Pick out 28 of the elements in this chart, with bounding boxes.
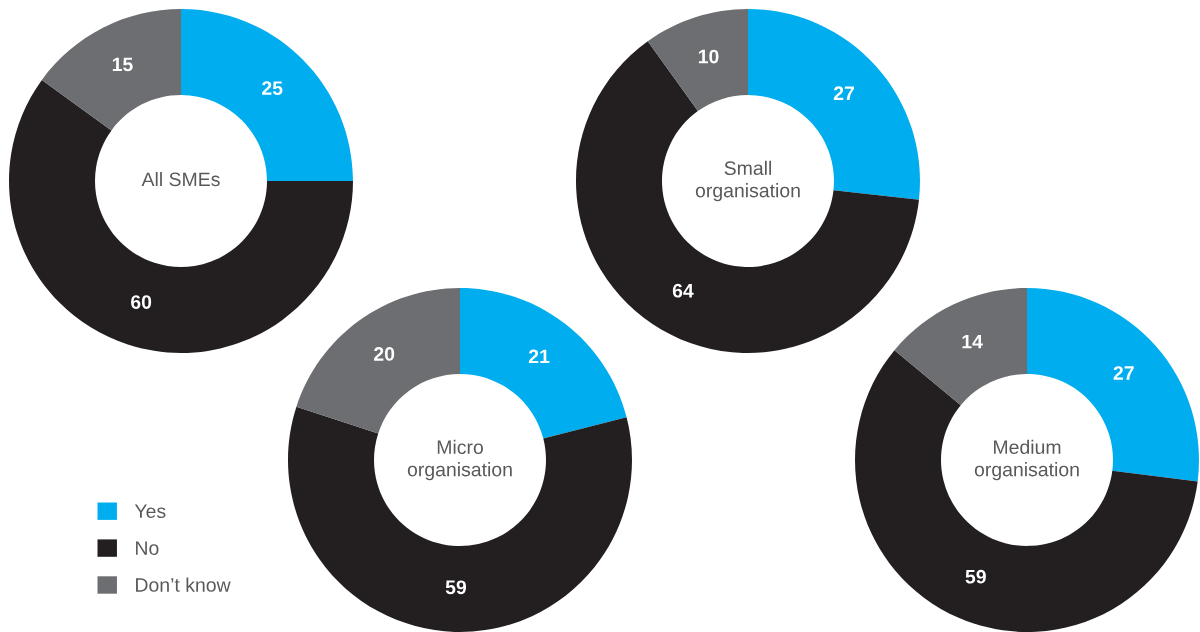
data-label: 27 xyxy=(1113,366,1134,380)
data-label: 21 xyxy=(528,349,550,364)
donut-slice xyxy=(647,9,748,112)
donut-slice xyxy=(288,406,632,632)
donut-slice xyxy=(460,288,627,439)
data-label: 10 xyxy=(698,49,719,64)
text: Medium organisation xyxy=(974,439,1079,481)
legend-label: No xyxy=(136,541,159,555)
data-label: 25 xyxy=(262,81,283,95)
data-label: 59 xyxy=(445,580,467,595)
donut-slice xyxy=(296,288,460,434)
text: Micro organisation xyxy=(407,439,512,481)
legend-label: Yes xyxy=(134,504,166,519)
data-label: 20 xyxy=(374,347,395,361)
donut-slice xyxy=(9,79,353,353)
donut-slice xyxy=(576,41,919,353)
data-label: 27 xyxy=(833,86,854,100)
legend-label: Don’t know xyxy=(136,577,231,592)
data-label: 64 xyxy=(672,283,694,298)
data-label: 59 xyxy=(965,569,986,584)
donut-slice xyxy=(41,9,181,131)
text: All SMEs xyxy=(141,171,220,187)
text: Small organisation xyxy=(695,160,800,202)
data-label: 60 xyxy=(131,295,152,309)
donut-slice xyxy=(894,288,1027,406)
donut-slice xyxy=(855,350,1198,632)
data-label: 15 xyxy=(112,57,133,72)
data-label: 14 xyxy=(962,334,983,349)
